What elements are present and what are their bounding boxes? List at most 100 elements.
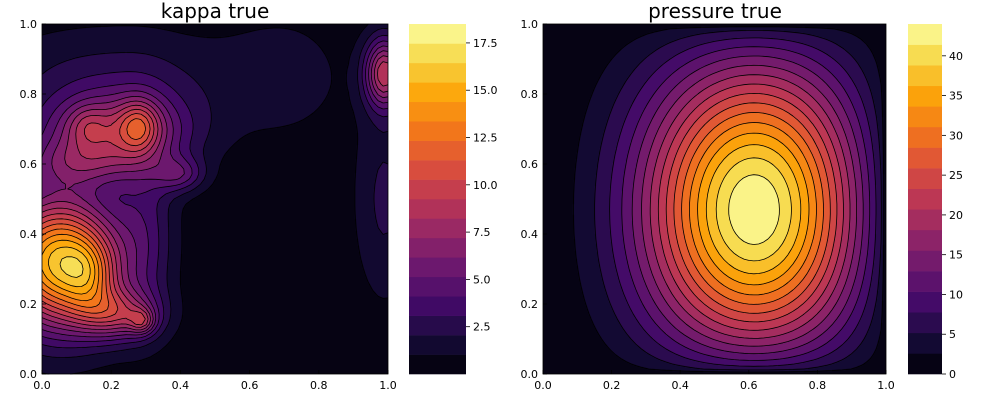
kappa-y-tick-label: 0.0 <box>20 368 38 381</box>
pressure-colorbar-segment <box>908 24 942 45</box>
panel-pressure: pressure true 0.0 0.2 0.4 0.6 0.8 1.0 0.0 0.2 0… <box>521 0 964 392</box>
kappa-contour-level <box>41 108 155 326</box>
pressure-colorbar-label: 40 <box>949 50 963 63</box>
pressure-plot-area <box>542 23 887 375</box>
pressure-contour-level <box>609 37 877 367</box>
kappa-colorbar-label: 7.5 <box>473 226 491 239</box>
kappa-y-tick-label: 0.4 <box>20 228 38 241</box>
kappa-x-axis: 0.0 0.2 0.4 0.6 0.8 1.0 <box>33 370 397 392</box>
pressure-colorbar-segment <box>908 106 942 128</box>
kappa-colorbar-segment <box>409 276 466 297</box>
pressure-colorbar-segment <box>908 332 942 354</box>
kappa-colorbar-segment <box>409 335 466 355</box>
pressure-contour-level <box>657 83 844 331</box>
pressure-y-tick-label: 0.8 <box>521 88 539 101</box>
kappa-contour-fill <box>42 24 388 374</box>
kappa-contour-level <box>59 256 84 278</box>
kappa-colorbar-segment <box>409 315 466 336</box>
kappa-colorbar-segment <box>409 101 466 122</box>
pressure-colorbar-label: 10 <box>949 288 963 301</box>
kappa-colorbar-label: 17.5 <box>473 37 498 50</box>
pressure-contour-level <box>681 112 824 305</box>
kappa-contour-level <box>41 45 389 338</box>
panel-kappa: kappa true 0.0 0.2 0.4 0.6 0.8 1.0 0.00.20.40… <box>20 0 498 392</box>
kappa-colorbar-segment <box>409 160 466 180</box>
pressure-colorbar-segment <box>908 353 942 375</box>
pressure-x-tick-label: 1.0 <box>877 379 895 392</box>
kappa-colorbar-segment <box>409 82 466 103</box>
pressure-y-tick-label: 0.0 <box>521 368 539 381</box>
pressure-y-axis: 0.0 0.2 0.4 0.6 0.8 1.0 <box>521 18 547 381</box>
kappa-x-tick-label: 0.4 <box>172 379 190 392</box>
kappa-contour-level <box>41 239 96 295</box>
pressure-title: pressure true <box>648 0 782 23</box>
pressure-contour-level <box>705 144 802 275</box>
kappa-y-tick-label: 0.8 <box>20 88 38 101</box>
kappa-contour-level <box>41 50 389 334</box>
pressure-x-tick-label: 0.8 <box>809 379 827 392</box>
pressure-colorbar-segment <box>908 126 942 148</box>
pressure-x-tick-label: 0.4 <box>671 379 689 392</box>
pressure-colorbar-segment <box>908 188 942 210</box>
pressure-contour-level <box>641 64 857 347</box>
kappa-colorbar-segment <box>409 257 466 278</box>
kappa-contour-level <box>41 23 389 375</box>
pressure-colorbar-segment <box>908 44 942 66</box>
pressure-contour-level <box>665 93 838 323</box>
kappa-contour-level <box>41 55 389 331</box>
kappa-plot-area <box>41 23 389 375</box>
pressure-y-tick-label: 0.6 <box>521 158 539 171</box>
pressure-x-axis: 0.0 0.2 0.4 0.6 0.8 1.0 <box>534 370 895 392</box>
pressure-colorbar-label: 0 <box>949 368 956 381</box>
pressure-colorbar-label: 35 <box>949 90 963 103</box>
kappa-contour-level <box>48 246 91 288</box>
pressure-x-tick-label: 0.2 <box>603 379 621 392</box>
pressure-colorbar-segment <box>908 291 942 313</box>
kappa-frame <box>41 23 389 375</box>
kappa-x-tick-label: 0.8 <box>310 379 328 392</box>
pressure-colorbar-segment <box>908 168 942 190</box>
pressure-colorbar-segment <box>908 85 942 107</box>
pressure-contour-level <box>697 132 810 286</box>
pressure-contour-level <box>621 46 871 361</box>
pressure-colorbar-label: 25 <box>949 169 963 182</box>
kappa-contour-level <box>41 27 389 358</box>
pressure-contour-level <box>573 26 884 373</box>
kappa-contour-level <box>41 61 389 328</box>
pressure-colorbar-label: 20 <box>949 209 963 222</box>
pressure-x-tick-label: 0.0 <box>534 379 552 392</box>
pressure-contour-level <box>631 55 864 355</box>
pressure-colorbar-segment <box>908 65 942 87</box>
pressure-contour-fill <box>543 24 886 374</box>
pressure-colorbar-segment <box>908 312 942 334</box>
pressure-colorbar: 0 5 10 15 20 25 30 35 40 <box>908 24 963 381</box>
pressure-colorbar-label: 15 <box>949 249 963 262</box>
kappa-y-tick-label: 1.0 <box>20 18 38 31</box>
pressure-contour-lines <box>573 26 884 373</box>
pressure-y-tick-label: 0.2 <box>521 298 539 311</box>
kappa-contour-level <box>41 113 151 319</box>
pressure-colorbar-label: 5 <box>949 328 956 341</box>
kappa-y-tick-label: 0.6 <box>20 158 38 171</box>
kappa-contour-level <box>41 228 103 308</box>
pressure-colorbar-segment <box>908 147 942 169</box>
kappa-x-tick-label: 0.2 <box>102 379 120 392</box>
kappa-colorbar-segment <box>409 43 466 64</box>
pressure-colorbar-label: 30 <box>949 129 963 142</box>
kappa-colorbar-segment <box>409 24 466 44</box>
kappa-colorbar-label: 10.0 <box>473 179 498 192</box>
kappa-colorbar-label: 15.0 <box>473 84 498 97</box>
kappa-colorbar-segment <box>409 218 466 239</box>
pressure-colorbar-segment <box>908 229 942 251</box>
pressure-colorbar-segment <box>908 271 942 292</box>
kappa-colorbar-segment <box>409 121 466 141</box>
pressure-contour-level <box>673 102 831 314</box>
pressure-y-tick-label: 0.4 <box>521 228 539 241</box>
kappa-colorbar-segment <box>409 62 466 83</box>
pressure-contour-level <box>594 30 882 371</box>
pressure-frame <box>542 23 887 375</box>
kappa-x-tick-label: 0.6 <box>241 379 259 392</box>
pressure-colorbar-segment <box>908 250 942 272</box>
kappa-colorbar-segment <box>409 237 466 258</box>
